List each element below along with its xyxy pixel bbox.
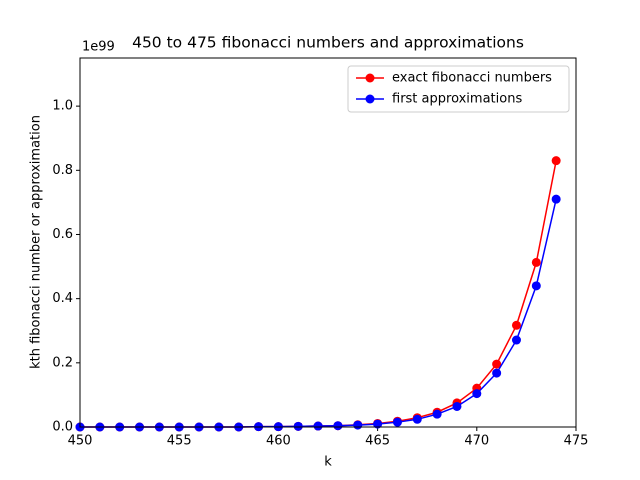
data-point: [492, 359, 502, 369]
data-point: [551, 156, 561, 166]
y-tick-label: 0.8: [52, 163, 73, 178]
x-tick-label: 475: [564, 434, 589, 449]
y-tick-label: 0.6: [52, 227, 73, 242]
legend-label: exact fibonacci numbers: [392, 71, 552, 86]
data-point: [531, 281, 541, 291]
x-tick-label: 465: [365, 434, 390, 449]
data-point: [511, 320, 521, 330]
data-point: [353, 420, 363, 430]
y-tick-label: 0.4: [52, 291, 73, 306]
y-tick-label: 1.0: [52, 99, 73, 114]
legend-box: [347, 65, 570, 113]
data-point: [472, 389, 482, 399]
data-point: [412, 414, 422, 424]
data-point: [511, 335, 521, 345]
x-tick-label: 455: [167, 434, 192, 449]
data-point: [293, 421, 303, 431]
x-tick-label: 460: [266, 434, 291, 449]
legend-marker: [365, 73, 375, 83]
y-tick-label: 0.0: [52, 420, 73, 435]
data-point: [333, 421, 343, 431]
data-point: [313, 421, 323, 431]
data-point: [492, 368, 502, 378]
legend-marker: [365, 94, 375, 104]
data-point: [452, 401, 462, 411]
x-tick-label: 470: [464, 434, 489, 449]
x-tick-label: 450: [68, 434, 93, 449]
legend-label: first approximations: [392, 92, 522, 107]
plot-frame: [79, 57, 577, 428]
chart-title: 450 to 475 fibonacci numbers and approxi…: [132, 34, 524, 52]
y-tick-label: 0.2: [52, 355, 73, 370]
data-point: [551, 194, 561, 204]
x-axis-label: k: [324, 455, 332, 470]
y-offset-label: 1e99: [82, 40, 115, 55]
data-point: [432, 409, 442, 419]
y-axis-label: kth fibonacci number or approximation: [29, 115, 44, 369]
data-point: [392, 417, 402, 427]
data-point: [373, 419, 383, 429]
data-point: [531, 257, 541, 267]
